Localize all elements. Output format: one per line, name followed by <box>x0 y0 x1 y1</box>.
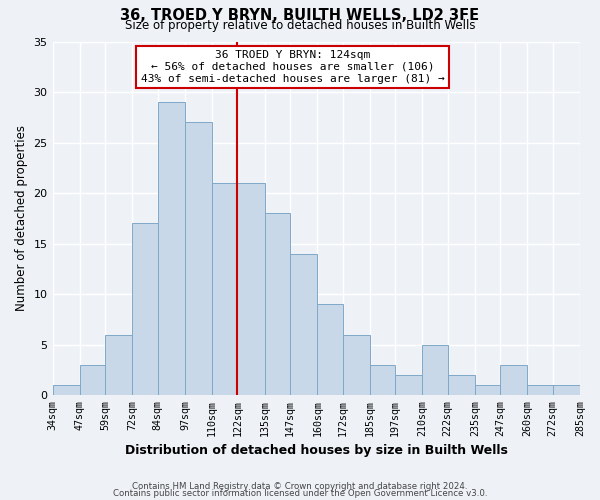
Bar <box>212 183 238 396</box>
Bar <box>185 122 212 396</box>
Bar <box>343 334 370 396</box>
Bar <box>422 345 448 396</box>
Text: 36 TROED Y BRYN: 124sqm
← 56% of detached houses are smaller (106)
43% of semi-d: 36 TROED Y BRYN: 124sqm ← 56% of detache… <box>140 50 445 84</box>
Bar <box>395 375 422 396</box>
Text: Size of property relative to detached houses in Builth Wells: Size of property relative to detached ho… <box>125 18 475 32</box>
Y-axis label: Number of detached properties: Number of detached properties <box>15 126 28 312</box>
Bar <box>500 365 527 396</box>
Bar <box>475 385 500 396</box>
Bar <box>553 385 580 396</box>
Bar <box>80 365 105 396</box>
Bar <box>290 254 317 396</box>
Bar <box>527 385 553 396</box>
Bar <box>317 304 343 396</box>
Bar <box>265 214 290 396</box>
Bar <box>105 334 133 396</box>
X-axis label: Distribution of detached houses by size in Builth Wells: Distribution of detached houses by size … <box>125 444 508 458</box>
Text: Contains HM Land Registry data © Crown copyright and database right 2024.: Contains HM Land Registry data © Crown c… <box>132 482 468 491</box>
Bar <box>53 385 80 396</box>
Text: 36, TROED Y BRYN, BUILTH WELLS, LD2 3FE: 36, TROED Y BRYN, BUILTH WELLS, LD2 3FE <box>121 8 479 22</box>
Bar <box>133 224 158 396</box>
Bar <box>158 102 185 396</box>
Bar <box>370 365 395 396</box>
Bar <box>448 375 475 396</box>
Text: Contains public sector information licensed under the Open Government Licence v3: Contains public sector information licen… <box>113 489 487 498</box>
Bar <box>238 183 265 396</box>
